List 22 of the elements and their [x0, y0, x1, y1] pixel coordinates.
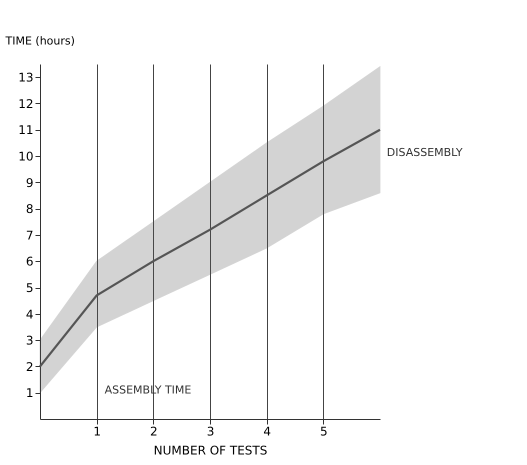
y-tick-label: 3: [26, 334, 34, 348]
x-tick-label: 1: [93, 424, 101, 438]
y-tick-label: 12: [18, 96, 34, 111]
y-tick-label: 1: [26, 386, 34, 400]
y-tick-label: 6: [26, 254, 34, 269]
x-tick-label: 4: [263, 424, 271, 438]
line-series: [38, 128, 382, 368]
x-tick-label: 3: [206, 424, 214, 438]
x-tick-label: 5: [320, 424, 328, 438]
y-axis-title: TIME (hours): [4, 34, 75, 48]
y-tick-label: 8: [26, 202, 34, 216]
y-tick-label: 4: [26, 307, 34, 322]
x-axis-title: NUMBER OF TESTS: [154, 444, 268, 458]
y-tick-label: 9: [26, 176, 34, 190]
y-tick-label: 13: [18, 70, 34, 85]
y-tick-label: 10: [18, 150, 34, 164]
y-tick-label: 11: [18, 123, 34, 138]
x-tick-label: 2: [150, 424, 158, 438]
y-tick-label: 7: [26, 228, 34, 242]
y-tick-label: 2: [26, 360, 34, 374]
y-tick-label: 5: [26, 281, 34, 296]
text: DISASSEMBLY: [386, 146, 463, 159]
